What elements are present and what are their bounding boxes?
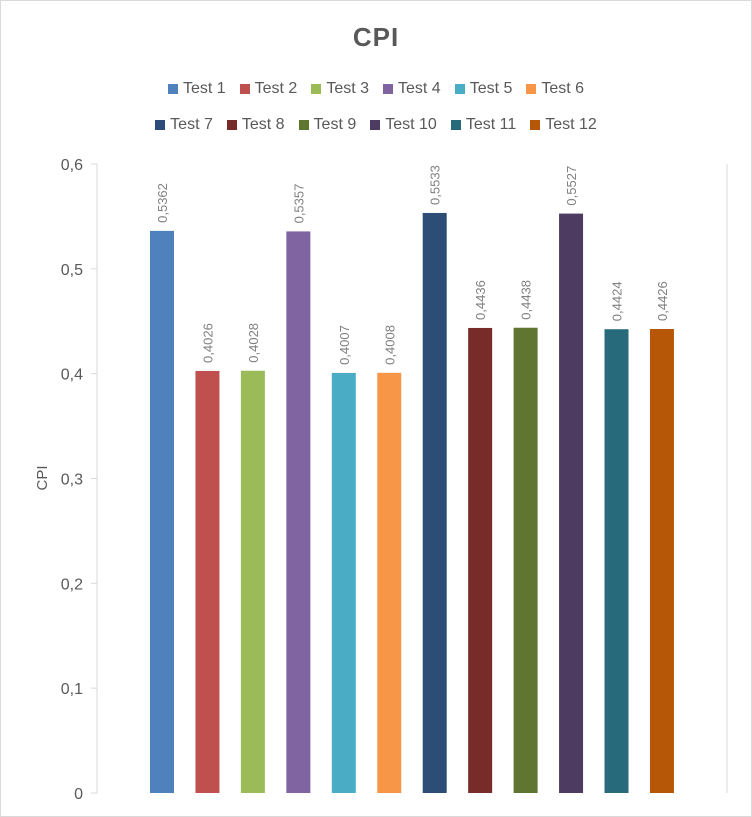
legend-item: Test 11 [450,116,517,134]
bar [377,372,402,793]
legend-label: Test 12 [545,116,597,133]
y-tick-label: 0,3 [61,472,83,489]
legend-swatch [383,84,393,94]
bar [331,372,356,793]
bar [513,327,538,793]
legend-row-2: Test 7 Test 8 Test 9 Test 10 Test 11 Test 12 [0,116,752,134]
bar [468,327,493,793]
legend-item: Test 9 [298,116,357,134]
legend-swatch [454,84,465,94]
legend-label: Test 10 [385,116,437,133]
data-label: 0,4008 [382,325,397,365]
data-label: 0,4026 [200,323,215,363]
y-tick-label: 0,4 [61,367,83,384]
data-label: 0,5533 [428,165,443,205]
legend-item: Test 2 [239,80,298,98]
legend-label: Test 8 [241,116,285,133]
legend-row-1: Test 1 Test 2 Test 3 Test 4 Test 5 Test 6 [0,80,752,98]
legend-label: Test 5 [469,80,513,97]
data-label: 0,4424 [610,281,625,321]
legend-item: Test 8 [226,116,285,134]
data-label: 0,4436 [473,280,488,320]
legend-swatch [298,120,309,130]
legend-swatch [239,84,250,94]
data-label: 0,5357 [291,184,306,224]
y-tick-label: 0,5 [61,262,83,279]
bar [195,370,220,793]
bar [559,213,584,793]
legend-swatch [450,120,461,130]
y-axis-label: CPI [34,465,51,490]
legend-swatch [167,84,178,94]
y-tick-label: 0,6 [61,157,83,174]
legend-label: Test 4 [398,80,441,97]
data-label: 0,5362 [155,183,170,223]
legend-label: Test 6 [541,80,585,97]
legend-label: Test 3 [326,80,369,97]
data-label: 0,4028 [246,323,261,363]
bar [286,231,311,793]
data-label: 0,4007 [337,325,352,365]
chart-title: CPI [352,22,400,52]
legend-item: Test 12 [530,116,597,134]
data-label: 0,4438 [519,280,534,320]
y-tick-label: 0 [74,786,83,803]
legend-label: Test 9 [313,116,357,133]
bar [604,329,629,793]
legend-label: Test 2 [254,80,298,97]
data-label: 0,4426 [655,281,670,321]
y-tick-label: 0,1 [61,681,83,698]
legend-swatch [526,84,537,94]
data-label: 0,5527 [564,166,579,206]
legend-item: Test 3 [311,80,369,98]
legend-item: Test 10 [370,116,437,134]
legend-swatch [155,120,166,130]
y-tick-label: 0,2 [61,576,83,593]
legend-item: Test 5 [454,80,513,98]
legend-item: Test 7 [155,116,213,134]
legend-swatch [226,120,237,130]
legend-swatch [370,120,381,130]
bar [422,212,447,794]
legend-item: Test 4 [383,80,441,98]
legend-item: Test 1 [167,80,226,98]
bar [150,230,174,793]
bar [649,329,674,793]
legend-label: Test 11 [465,116,517,133]
bar [240,370,265,793]
legend-label: Test 7 [170,116,213,133]
legend-swatch [311,84,322,94]
legend-label: Test 1 [182,80,226,97]
legend-item: Test 6 [526,80,584,98]
legend-swatch [530,120,541,130]
